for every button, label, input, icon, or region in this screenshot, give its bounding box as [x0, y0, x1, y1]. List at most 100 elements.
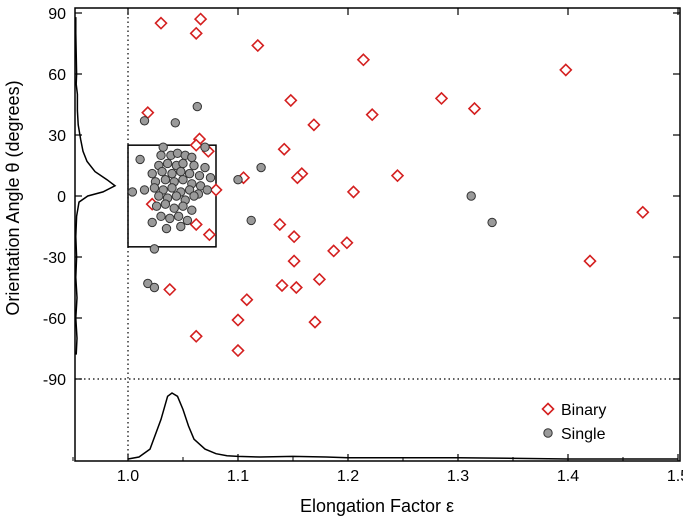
binary-point: [340, 236, 354, 250]
single-point: [160, 175, 171, 185]
binary-point: [327, 244, 341, 258]
binary-point: [193, 12, 208, 26]
marginal-curves: [75, 17, 678, 460]
single-point: [149, 282, 160, 293]
single-point: [158, 142, 168, 152]
single-point: [189, 160, 199, 171]
binary-point: [290, 171, 305, 185]
series-binary: [141, 12, 650, 358]
single-point: [192, 101, 203, 112]
binary-point: [365, 108, 379, 122]
single-point: [173, 211, 184, 222]
y-axis-title: Orientation Angle θ (degrees): [3, 80, 23, 315]
epsilon-distribution-curve: [127, 392, 678, 460]
single-point: [172, 148, 183, 159]
binary-point: [273, 217, 287, 232]
binary-point: [163, 282, 177, 297]
binary-point: [251, 38, 265, 53]
y-tick-label: -30: [43, 250, 66, 267]
single-point: [151, 201, 162, 211]
binary-point: [307, 118, 321, 132]
single-point: [246, 215, 256, 226]
binary-point: [154, 16, 168, 30]
single-point: [139, 116, 150, 126]
single-point: [200, 162, 210, 173]
legend-binary-marker: [541, 402, 555, 416]
binary-point: [277, 142, 291, 156]
single-point: [170, 118, 181, 128]
single-point: [466, 191, 476, 201]
single-point: [205, 173, 216, 183]
binary-point: [583, 254, 597, 268]
binary-point: [275, 278, 289, 293]
data-points: [127, 12, 650, 358]
single-point: [182, 215, 193, 226]
single-point: [184, 168, 195, 179]
single-point: [161, 223, 172, 234]
x-tick-label: 1.4: [557, 468, 579, 485]
x-axis-title: Elongation Factor ε: [300, 496, 454, 516]
binary-point: [467, 101, 482, 116]
single-point: [149, 183, 160, 193]
y-tick-label: -60: [43, 311, 66, 328]
x-tick-label: 1.1: [227, 468, 249, 485]
binary-point: [346, 185, 361, 199]
x-tick-label: 1.0: [117, 468, 139, 485]
single-point: [139, 185, 150, 195]
single-point: [149, 244, 160, 254]
legend-single-label: Single: [561, 426, 606, 443]
binary-point: [390, 169, 405, 183]
single-point: [178, 175, 188, 185]
binary-point: [287, 254, 301, 268]
binary-point: [289, 280, 303, 295]
binary-point: [189, 26, 203, 40]
binary-point: [231, 343, 245, 358]
series-single: [127, 101, 497, 293]
binary-point: [189, 329, 203, 343]
legend-single-marker: [543, 428, 553, 438]
single-point: [176, 166, 186, 177]
single-point: [233, 175, 243, 185]
single-point: [256, 162, 266, 173]
binary-point: [240, 293, 254, 307]
single-point: [143, 278, 153, 289]
binary-point: [559, 63, 573, 77]
single-point: [176, 221, 186, 232]
binary-point: [636, 205, 650, 219]
binary-point: [434, 91, 449, 106]
theta-distribution-curve: [75, 17, 117, 355]
binary-point: [189, 217, 203, 232]
binary-point: [284, 93, 298, 108]
x-tick-label: 1.5: [667, 468, 683, 485]
y-tick-label: 90: [48, 6, 66, 23]
binary-point: [356, 53, 371, 67]
y-tick-label: 30: [48, 128, 66, 145]
single-point: [165, 213, 175, 224]
single-point: [147, 168, 157, 179]
single-point: [187, 152, 197, 163]
x-tick-label: 1.2: [337, 468, 359, 485]
plot-area: [74, 7, 681, 462]
single-point: [156, 211, 166, 222]
single-point: [187, 205, 197, 215]
single-point: [169, 203, 179, 213]
single-point: [135, 154, 145, 165]
single-point: [154, 191, 164, 201]
legend-binary-label: Binary: [561, 402, 606, 419]
axis-ticks: 1.0 1.1 1.2 1.3 1.4 1.5 90 60 30 0 -30 -60 -90: [43, 6, 683, 485]
single-point: [156, 150, 166, 161]
legend: Binary Single: [541, 402, 606, 443]
single-point: [178, 201, 188, 211]
binary-point: [312, 272, 327, 286]
single-point: [171, 191, 182, 201]
single-point: [127, 187, 138, 197]
y-tick-label: 60: [48, 67, 66, 84]
binary-point: [287, 230, 301, 244]
single-point: [202, 185, 212, 195]
x-tick-label: 1.3: [447, 468, 469, 485]
single-point: [167, 183, 177, 193]
single-point: [157, 166, 167, 177]
single-point: [200, 142, 210, 152]
single-point: [147, 217, 157, 228]
